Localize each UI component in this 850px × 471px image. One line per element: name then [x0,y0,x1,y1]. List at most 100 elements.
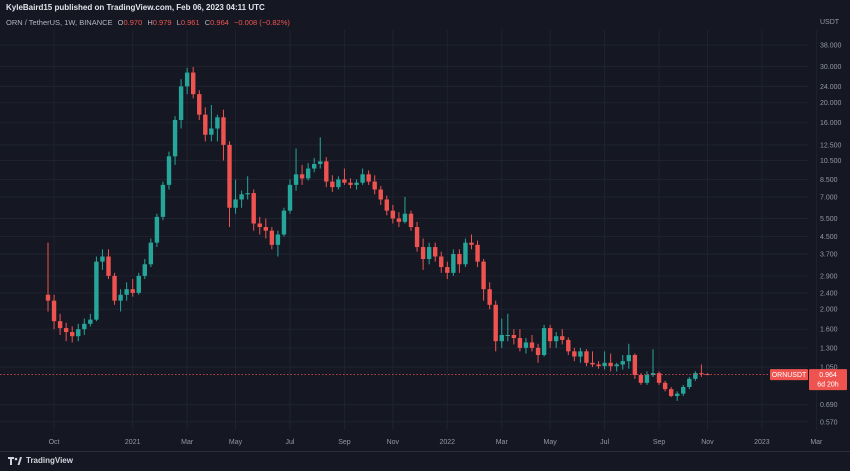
price-axis-unit: USDT [820,19,840,26]
tradingview-logo-icon [8,456,22,465]
candle-body [699,373,704,375]
candle-body [420,247,426,260]
candle-up [148,238,154,268]
candle-up [215,114,220,142]
candle-body [154,216,160,243]
candle-body [547,328,553,342]
price-tick-label: 16.000 [820,120,842,127]
candle-body [505,334,510,336]
candle-body [299,174,305,179]
tradingview-brand[interactable]: TradingView [8,456,73,465]
candle-body [336,179,341,188]
symbol-tag-bg [770,369,808,381]
candle-body [348,182,353,185]
candle-body [372,181,377,190]
last-price-tag: ORNUSDT 0.964 6d 20h [770,369,847,391]
candle-down [566,337,571,356]
candle-down [656,371,662,385]
candle-down [372,175,377,195]
candle-down [263,218,268,239]
candle-body [76,329,81,337]
chart-legend: ORN / TetherUS, 1W, BINANCE O0.970 H0.97… [6,18,290,27]
candle-body [215,117,220,129]
candle-body [70,332,75,337]
time-tick-label: Sep [338,439,351,446]
candle-down [70,326,75,343]
candle-body [191,72,196,95]
candle-down [668,386,674,398]
price-tick-label: 0.570 [820,419,838,426]
candle-body [360,174,365,183]
candle-down [493,300,498,352]
candle-up [184,67,190,95]
candle-body [51,300,57,322]
candle-down [251,189,256,231]
candle-body [554,336,559,342]
price-tick-label: 38.000 [820,43,842,50]
change-value: −0.008 (−0.82%) [234,18,290,27]
candle-body [342,179,347,183]
candle-body [251,193,256,224]
symbol-tag-label: ORNUSDT [772,372,807,379]
price-tag-value: 0.964 [819,372,837,379]
footer-bar: TradingView [0,451,850,471]
candle-down [469,234,474,250]
candle-body [620,361,625,365]
candle-up [318,137,323,169]
time-tick-label: 2022 [440,439,456,446]
candle-body [463,242,468,265]
candle-up [675,391,680,401]
candle-up [336,176,341,190]
candle-body [142,264,147,276]
candle-down [203,107,208,142]
candle-up [209,104,214,142]
time-tick-label: Jul [600,439,609,446]
candle-up [142,259,147,280]
candle-body [529,342,535,348]
candlestick-chart[interactable]: USDT 38.000 30.000 24.000 20.000 16.000 12.50… [0,0,850,451]
candle-body [668,389,674,396]
price-tick-label: 2.400 [820,290,838,297]
candle-down [112,272,117,305]
candle-down [408,210,414,231]
candle-body [281,210,287,235]
candle-body [233,199,238,208]
candle-body [178,86,184,120]
candle-up [82,318,87,335]
candle-body [136,275,141,293]
price-axis[interactable]: USDT 38.000 30.000 24.000 20.000 16.000 12.50… [820,19,842,426]
candle-down [487,282,492,310]
candle-down [638,373,644,385]
candle-up [505,313,510,342]
candle-up [293,148,299,191]
high-value: 0.979 [152,18,172,27]
candle-body [118,294,123,301]
candle-down [547,324,553,348]
candle-down [330,175,335,192]
candle-body [626,355,631,362]
candle-body [608,362,613,367]
candle-body [63,328,69,333]
candle-body [257,223,262,228]
candle-down [439,251,444,273]
candle-down [106,249,111,280]
price-tick-label: 1.600 [820,327,838,334]
price-tick-label: 7.000 [820,194,838,201]
candle-up [499,318,504,348]
candle-down [342,168,347,185]
candle-up [76,323,81,342]
candle-up [650,349,656,377]
brand-label: TradingView [26,456,73,465]
candle-down [529,334,535,352]
price-tag-countdown: 6d 20h [817,382,839,389]
candle-body [602,362,607,367]
candle-up [160,181,166,221]
candle-body [433,247,438,257]
candle-down [608,353,613,372]
candle-body [560,336,565,340]
time-axis[interactable]: Oct 2021 Mar May Jul Sep Nov 2022 Mar May Jul Sep No… [49,439,823,446]
candle-body [390,210,396,219]
candle-down [445,261,450,280]
candle-body [305,168,311,179]
candle-down [257,216,262,235]
